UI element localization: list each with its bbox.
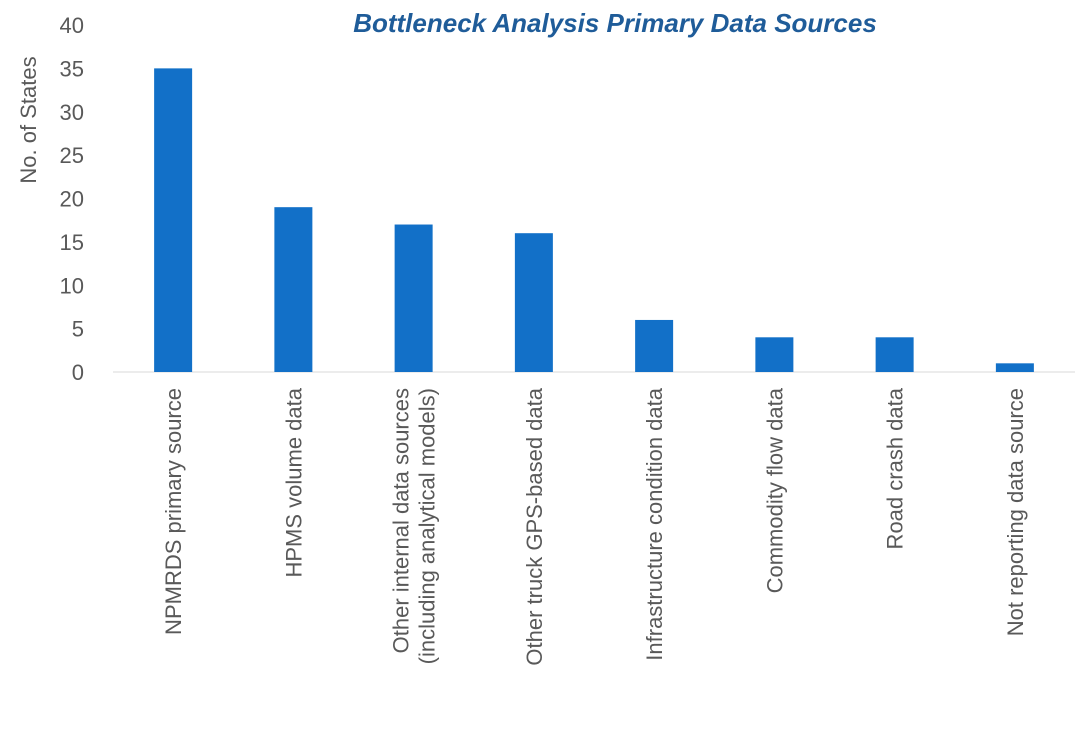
x-tick-label: NPMRDS primary source <box>161 388 186 635</box>
bar <box>514 233 553 372</box>
x-tick-label: Not reporting data source <box>1003 388 1028 636</box>
bar <box>995 363 1034 372</box>
y-tick-label: 40 <box>60 13 84 38</box>
bar <box>875 337 914 372</box>
bar <box>755 337 794 372</box>
x-tick-label: (including analytical models) <box>415 388 440 664</box>
y-tick-label: 0 <box>72 360 84 385</box>
y-tick-label: 5 <box>72 317 84 342</box>
x-tick-label: HPMS volume data <box>281 387 306 577</box>
x-tick-label: Other truck GPS-based data <box>522 387 547 665</box>
y-tick-label: 35 <box>60 56 84 81</box>
y-axis-label: No. of States <box>16 56 41 183</box>
bar <box>635 319 674 372</box>
y-tick-label: 30 <box>60 100 84 125</box>
y-tick-label: 10 <box>60 273 84 298</box>
bar <box>394 224 433 372</box>
chart-title: Bottleneck Analysis Primary Data Sources <box>353 8 877 38</box>
y-tick-label: 20 <box>60 187 84 212</box>
bar <box>274 207 313 372</box>
x-tick-label: Other internal data sources <box>389 388 414 653</box>
x-tick-label: Commodity flow data <box>762 387 787 593</box>
bar <box>154 68 193 372</box>
x-tick-label: Road crash data <box>883 387 908 549</box>
x-tick-label: Infrastructure condition data <box>642 387 667 660</box>
y-tick-label: 25 <box>60 143 84 168</box>
y-tick-label: 15 <box>60 230 84 255</box>
